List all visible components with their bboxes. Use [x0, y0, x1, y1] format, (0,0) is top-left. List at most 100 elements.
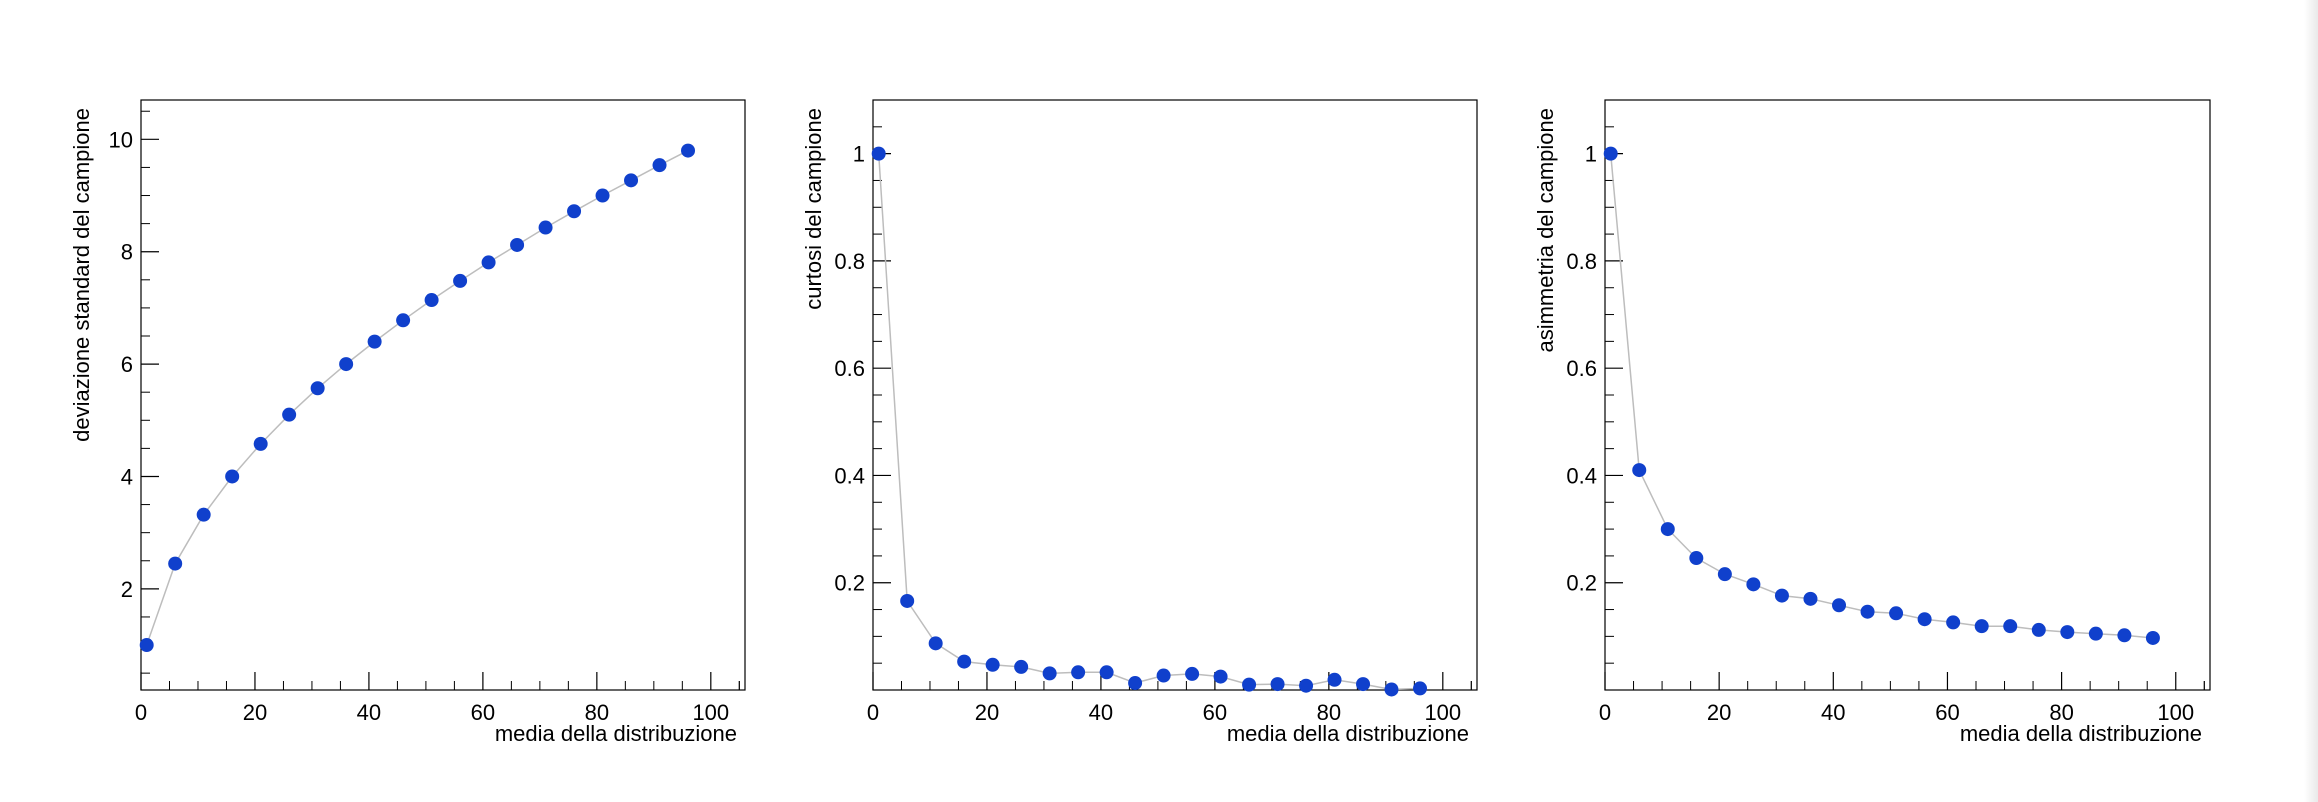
y-axis-title: curtosi del campione — [801, 108, 826, 310]
data-point — [1746, 577, 1761, 592]
data-point — [1860, 604, 1875, 619]
data-point — [2003, 619, 2018, 634]
data-point — [282, 407, 297, 422]
x-tick-label: 80 — [585, 700, 609, 725]
data-point — [1889, 606, 1904, 621]
data-point — [367, 334, 382, 349]
x-tick-label: 60 — [1935, 700, 1959, 725]
data-point — [310, 381, 325, 396]
x-tick-label: 0 — [1599, 700, 1611, 725]
data-point — [1832, 598, 1847, 613]
data-point — [1660, 522, 1675, 537]
data-point — [652, 158, 667, 173]
x-tick-label: 60 — [471, 700, 495, 725]
data-point — [1917, 612, 1932, 627]
y-axis-title: asimmetria del campione — [1533, 108, 1558, 353]
x-tick-label: 80 — [2049, 700, 2073, 725]
data-point — [900, 593, 915, 608]
data-point — [1099, 665, 1114, 680]
y-tick-label: 1 — [1585, 142, 1597, 167]
data-point — [1042, 666, 1057, 681]
y-tick-label: 0.4 — [1566, 463, 1597, 488]
data-point — [1185, 666, 1200, 681]
data-point — [1603, 146, 1618, 161]
data-point — [1270, 677, 1285, 692]
data-point — [1689, 551, 1704, 566]
y-axis-title: deviazione standard del campione — [69, 108, 94, 442]
x-axis-title: media della distribuzione — [495, 721, 737, 746]
x-tick-label: 20 — [1707, 700, 1731, 725]
y-tick-label: 0.2 — [1566, 571, 1597, 596]
y-tick-label: 10 — [109, 127, 133, 152]
x-tick-label: 100 — [2157, 700, 2194, 725]
y-tick-label: 0.8 — [834, 249, 865, 274]
data-point — [1213, 669, 1228, 684]
data-point — [595, 188, 610, 203]
x-tick-label: 20 — [243, 700, 267, 725]
y-tick-label: 0.4 — [834, 463, 865, 488]
chart-panel-1: 0 20 40 60 80 100 2 4 6 8 10 media della distribuzi… — [69, 99, 746, 746]
data-point — [453, 273, 468, 288]
data-point — [538, 220, 553, 235]
data-point — [957, 654, 972, 669]
data-point — [1413, 681, 1428, 696]
x-tick-label: 60 — [1203, 700, 1227, 725]
data-point — [1717, 567, 1732, 582]
data-point — [2117, 628, 2132, 643]
x-axis-title: media della distribuzione — [1960, 721, 2202, 746]
data-point — [168, 556, 183, 571]
data-point — [196, 507, 211, 522]
chart-panel-2: 0 20 40 60 80 100 0.2 0.4 0.6 0.8 1 media della dis… — [801, 99, 1478, 746]
window-edge-strip — [2304, 0, 2318, 802]
chart-panel-3: 0 20 40 60 80 100 0.2 0.4 0.6 0.8 1 media della dis… — [1533, 99, 2211, 746]
x-axis-title: media della distribuzione — [1227, 721, 1469, 746]
data-point — [1774, 588, 1789, 603]
data-point — [2060, 625, 2075, 640]
x-tick-label: 80 — [1317, 700, 1341, 725]
data-point — [424, 293, 439, 308]
data-point — [339, 357, 354, 372]
x-tick-label: 20 — [975, 700, 999, 725]
data-point — [2088, 626, 2103, 641]
data-point — [871, 146, 886, 161]
data-point — [1327, 672, 1342, 687]
y-tick-label: 8 — [121, 240, 133, 265]
x-tick-label: 0 — [867, 700, 879, 725]
data-point — [1128, 676, 1143, 691]
data-point — [396, 313, 411, 328]
data-point — [253, 436, 268, 451]
y-tick-label: 2 — [121, 577, 133, 602]
y-tick-label: 1 — [853, 142, 865, 167]
x-tick-label: 40 — [357, 700, 381, 725]
y-tick-label: 0.6 — [1566, 356, 1597, 381]
data-point — [928, 636, 943, 651]
data-point — [225, 469, 240, 484]
data-point — [2031, 622, 2046, 637]
data-point — [1946, 615, 1961, 630]
data-point — [1014, 659, 1029, 674]
data-point — [1299, 678, 1314, 693]
data-point — [1156, 668, 1171, 683]
x-tick-label: 0 — [135, 700, 147, 725]
x-tick-label: 40 — [1089, 700, 1113, 725]
data-point — [624, 173, 639, 188]
data-point — [481, 255, 496, 270]
data-point — [681, 143, 696, 158]
plot-frame — [140, 99, 746, 691]
data-point — [567, 204, 582, 219]
data-point — [2145, 630, 2160, 645]
y-tick-label: 6 — [121, 352, 133, 377]
y-tick-label: 4 — [121, 464, 133, 489]
data-point — [1071, 665, 1086, 680]
x-tick-label: 40 — [1821, 700, 1845, 725]
x-tick-label: 100 — [692, 700, 729, 725]
data-point — [1803, 591, 1818, 606]
data-point — [139, 638, 154, 653]
data-point — [510, 237, 525, 252]
data-point — [1974, 619, 1989, 634]
data-point — [985, 657, 1000, 672]
data-point — [1356, 677, 1371, 692]
x-tick-label: 100 — [1424, 700, 1461, 725]
data-point — [1242, 677, 1257, 692]
